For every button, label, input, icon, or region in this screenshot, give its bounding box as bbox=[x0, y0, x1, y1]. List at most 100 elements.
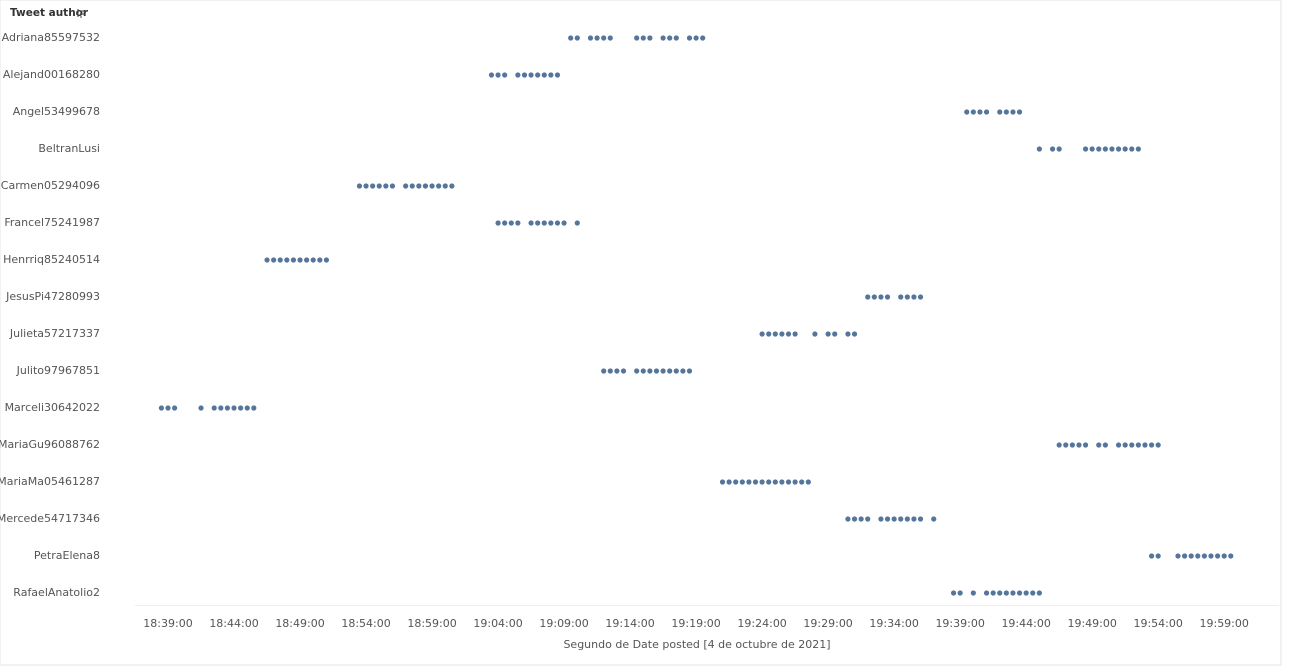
y-tick-label: Carmen05294096 bbox=[1, 179, 100, 192]
dot bbox=[990, 590, 996, 596]
dot bbox=[601, 35, 607, 41]
dot bbox=[911, 294, 917, 300]
dot bbox=[673, 368, 679, 374]
y-tick-label: MariaMa05461287 bbox=[0, 475, 100, 488]
dot bbox=[370, 183, 376, 189]
dot bbox=[917, 294, 924, 300]
dot bbox=[667, 35, 673, 41]
x-tick-label: 18:54:00 bbox=[341, 617, 390, 630]
y-tick-label: BeltranLusi bbox=[38, 142, 100, 155]
dot bbox=[634, 35, 640, 41]
dot bbox=[495, 72, 501, 78]
dot bbox=[739, 479, 745, 485]
y-tick-label: Marceli30642022 bbox=[5, 401, 100, 414]
dot bbox=[304, 257, 310, 263]
dot bbox=[647, 368, 653, 374]
dot bbox=[620, 368, 627, 374]
dot bbox=[1155, 553, 1161, 559]
x-tick-label: 19:39:00 bbox=[935, 617, 984, 630]
dot bbox=[865, 294, 871, 300]
dot bbox=[1142, 442, 1148, 448]
dot bbox=[1056, 146, 1062, 152]
dot bbox=[917, 516, 924, 522]
dot bbox=[363, 183, 369, 189]
dot bbox=[1003, 590, 1009, 596]
dot bbox=[766, 479, 772, 485]
dot bbox=[983, 109, 990, 115]
dot bbox=[680, 368, 686, 374]
dot bbox=[726, 479, 732, 485]
x-tick-label: 19:44:00 bbox=[1001, 617, 1050, 630]
dot bbox=[1102, 146, 1108, 152]
dot bbox=[766, 331, 772, 337]
dot bbox=[442, 183, 448, 189]
dot bbox=[323, 257, 330, 263]
dot bbox=[165, 405, 171, 411]
dot bbox=[759, 479, 765, 485]
dot bbox=[653, 368, 660, 374]
dot bbox=[416, 183, 422, 189]
x-tick-label: 19:19:00 bbox=[671, 617, 720, 630]
dot bbox=[1036, 146, 1042, 152]
dot bbox=[1148, 553, 1155, 559]
dot bbox=[1181, 553, 1188, 559]
dot bbox=[779, 479, 785, 485]
dot bbox=[436, 183, 442, 189]
dot bbox=[884, 516, 891, 522]
dot bbox=[1030, 590, 1036, 596]
dot bbox=[904, 516, 910, 522]
x-tick-label: 19:49:00 bbox=[1067, 617, 1116, 630]
dot bbox=[158, 405, 165, 411]
dot bbox=[733, 479, 739, 485]
dot bbox=[1036, 590, 1042, 596]
dot bbox=[508, 220, 514, 226]
sort-icon[interactable] bbox=[77, 9, 86, 18]
x-tick-label: 19:09:00 bbox=[539, 617, 588, 630]
dot bbox=[515, 72, 521, 78]
dot bbox=[865, 516, 871, 522]
y-tick-label: Julieta57217337 bbox=[9, 327, 100, 340]
dot bbox=[660, 368, 666, 374]
dot bbox=[403, 183, 409, 189]
dot bbox=[950, 590, 957, 596]
dot bbox=[752, 479, 759, 485]
dot bbox=[997, 590, 1003, 596]
dot bbox=[601, 368, 607, 374]
dot bbox=[1016, 590, 1023, 596]
dot bbox=[1096, 442, 1102, 448]
dot bbox=[1208, 553, 1214, 559]
dot bbox=[554, 72, 561, 78]
dot bbox=[799, 479, 805, 485]
dot bbox=[290, 257, 297, 263]
dot bbox=[422, 183, 429, 189]
dot bbox=[502, 220, 508, 226]
dot bbox=[535, 72, 541, 78]
dot bbox=[284, 257, 290, 263]
dot bbox=[746, 479, 752, 485]
dot bbox=[1201, 553, 1207, 559]
dot bbox=[719, 479, 726, 485]
dot bbox=[1069, 442, 1075, 448]
dot bbox=[1003, 109, 1009, 115]
dot bbox=[574, 220, 580, 226]
dot bbox=[1063, 442, 1069, 448]
dot bbox=[851, 516, 858, 522]
dot bbox=[686, 368, 693, 374]
y-tick-label: Francel75241987 bbox=[4, 216, 100, 229]
x-tick-label: 19:34:00 bbox=[869, 617, 918, 630]
dot bbox=[383, 183, 389, 189]
dot bbox=[587, 35, 594, 41]
dot bbox=[673, 35, 679, 41]
dot bbox=[772, 479, 778, 485]
dot bbox=[568, 35, 574, 41]
dot bbox=[495, 220, 501, 226]
dot bbox=[878, 294, 884, 300]
dot bbox=[884, 294, 891, 300]
y-tick-label: Julito97967851 bbox=[16, 364, 100, 377]
dot bbox=[660, 35, 666, 41]
dot bbox=[554, 220, 561, 226]
x-tick-label: 18:39:00 bbox=[143, 617, 192, 630]
dot bbox=[1082, 146, 1089, 152]
